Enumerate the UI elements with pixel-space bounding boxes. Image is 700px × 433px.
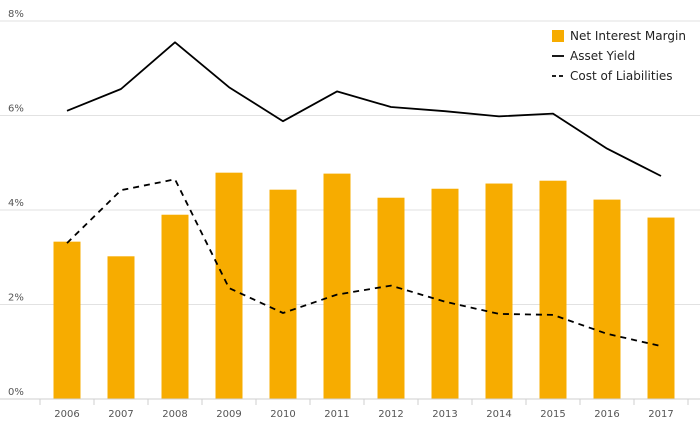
bar <box>215 172 243 399</box>
y-tick-label: 0% <box>8 387 24 398</box>
bar <box>485 183 513 399</box>
cost-of-liabilities-line <box>66 178 662 347</box>
legend-label: Net Interest Margin <box>570 29 686 43</box>
y-tick-label: 4% <box>8 198 24 209</box>
line-series <box>66 41 662 347</box>
bar <box>161 214 189 399</box>
x-tick-label: 2011 <box>324 409 349 420</box>
x-tick-label: 2007 <box>108 409 133 420</box>
bar <box>269 189 297 399</box>
y-tick-label: 6% <box>8 104 24 115</box>
asset-yield-line <box>66 41 662 177</box>
x-tick-label: 2009 <box>216 409 241 420</box>
x-tick-label: 2013 <box>432 409 457 420</box>
bar <box>377 197 405 399</box>
y-axis: 0% 2% 4% 6% 8% <box>8 9 24 398</box>
x-tick-label: 2006 <box>54 409 79 420</box>
x-tick-label: 2016 <box>594 409 619 420</box>
x-axis: 2006 2007 2008 2009 2010 2011 2012 2013 2014 2015… <box>0 398 700 420</box>
x-tick-label: 2010 <box>270 409 295 420</box>
legend-label: Cost of Liabilities <box>570 69 673 83</box>
x-tick-label: 2008 <box>162 409 187 420</box>
bar <box>431 188 459 399</box>
y-tick-label: 2% <box>8 293 24 304</box>
legend: Net Interest Margin Asset Yield Cost of Li… <box>552 29 686 83</box>
bar <box>53 241 81 399</box>
legend-swatch <box>552 30 564 42</box>
legend-label: Asset Yield <box>570 49 635 63</box>
x-tick-label: 2012 <box>378 409 403 420</box>
bar <box>647 217 675 399</box>
bar <box>593 199 621 399</box>
x-tick-label: 2014 <box>486 409 511 420</box>
x-tick-label: 2017 <box>648 409 673 420</box>
y-tick-label: 8% <box>8 9 24 20</box>
bar <box>539 180 567 399</box>
bar <box>323 173 351 399</box>
bar-series <box>53 172 675 399</box>
x-tick-label: 2015 <box>540 409 565 420</box>
bar <box>107 256 135 399</box>
